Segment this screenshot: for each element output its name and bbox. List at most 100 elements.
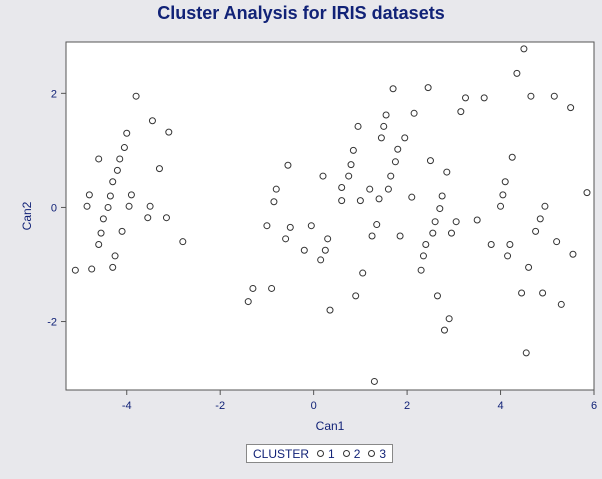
- legend-label-1: 1: [328, 446, 335, 461]
- data-point: [539, 289, 547, 297]
- data-point: [106, 192, 114, 200]
- y-tick-label: 0: [51, 202, 57, 214]
- data-point: [422, 241, 430, 249]
- data-point: [553, 238, 561, 246]
- data-point: [123, 129, 131, 137]
- data-point: [162, 214, 170, 222]
- data-point: [457, 108, 465, 116]
- data-point: [116, 155, 124, 163]
- data-point: [349, 146, 357, 154]
- data-point: [317, 256, 325, 264]
- data-point: [370, 377, 378, 385]
- data-point: [146, 202, 154, 210]
- legend-title: CLUSTER: [253, 446, 310, 461]
- data-point: [525, 263, 533, 271]
- data-point: [375, 195, 383, 203]
- data-point: [263, 222, 271, 230]
- data-point: [410, 109, 418, 117]
- plot-area: [65, 41, 595, 391]
- data-point: [282, 235, 290, 243]
- x-tick-label: 0: [311, 400, 317, 412]
- data-point: [95, 241, 103, 249]
- x-tick-label: -4: [122, 400, 132, 412]
- data-point: [300, 246, 308, 254]
- y-tick-label: -2: [47, 317, 57, 329]
- data-point: [522, 349, 530, 357]
- data-point: [440, 326, 448, 334]
- data-point: [99, 215, 107, 223]
- data-point: [382, 111, 390, 119]
- legend-label-2: 2: [353, 446, 361, 461]
- data-point: [424, 84, 432, 92]
- data-point: [113, 166, 121, 174]
- legend-item-2: 2: [342, 446, 361, 461]
- x-axis-title: Can1: [316, 419, 345, 433]
- data-point: [284, 161, 292, 169]
- data-point: [417, 266, 425, 274]
- data-point: [132, 92, 140, 100]
- data-point: [499, 191, 507, 199]
- data-point: [389, 85, 397, 93]
- data-point: [557, 300, 565, 308]
- x-tick-label: 6: [591, 400, 597, 412]
- data-point: [249, 284, 257, 292]
- legend: CLUSTER 1 2 3: [246, 444, 394, 463]
- data-point: [319, 172, 327, 180]
- data-point: [368, 232, 376, 240]
- data-point: [120, 144, 128, 152]
- data-point: [445, 315, 453, 323]
- x-tick-label: -2: [215, 400, 225, 412]
- data-point: [179, 238, 187, 246]
- legend-item-1: 1: [317, 447, 335, 461]
- data-point: [497, 202, 505, 210]
- data-point: [321, 246, 329, 254]
- legend-item-3: 3: [368, 447, 386, 461]
- data-point: [324, 235, 332, 243]
- data-point: [504, 252, 512, 260]
- circle-marker-icon: [317, 450, 325, 457]
- data-point: [95, 155, 103, 163]
- data-point: [506, 241, 514, 249]
- y-axis-title: Can2: [20, 201, 34, 230]
- data-point: [352, 292, 360, 300]
- data-point: [384, 185, 392, 193]
- data-point: [394, 145, 402, 153]
- data-point: [480, 94, 488, 102]
- data-point: [88, 265, 96, 273]
- data-point: [347, 161, 355, 169]
- data-point: [307, 222, 315, 230]
- data-point: [419, 252, 427, 260]
- data-point: [462, 94, 470, 102]
- data-point: [109, 263, 117, 271]
- data-point: [508, 153, 516, 161]
- data-point: [513, 69, 521, 77]
- data-point: [268, 284, 276, 292]
- data-point: [443, 168, 451, 176]
- y-tick-label: 2: [51, 88, 57, 100]
- data-point: [583, 189, 591, 197]
- data-point: [426, 157, 434, 165]
- data-point: [356, 197, 364, 205]
- data-point: [338, 197, 346, 205]
- data-point: [527, 92, 535, 100]
- data-point: [71, 266, 79, 274]
- data-point: [326, 306, 334, 314]
- data-point: [366, 185, 374, 193]
- data-point: [396, 232, 404, 240]
- data-point: [452, 218, 460, 226]
- data-point: [338, 183, 346, 191]
- data-point: [487, 241, 495, 249]
- data-point: [567, 104, 575, 112]
- data-point: [354, 122, 362, 130]
- data-point: [127, 191, 135, 199]
- data-point: [473, 216, 481, 224]
- data-point: [272, 185, 280, 193]
- data-point: [377, 134, 385, 142]
- data-point: [438, 192, 446, 200]
- data-point: [373, 221, 381, 229]
- data-point: [359, 269, 367, 277]
- data-point: [111, 252, 119, 260]
- data-point: [165, 128, 173, 136]
- data-point: [501, 178, 509, 186]
